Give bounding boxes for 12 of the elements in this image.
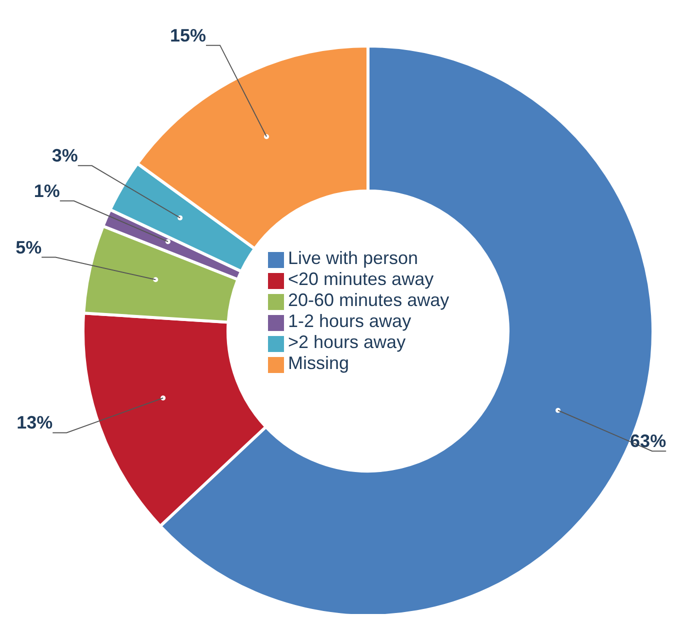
data-label: 13% (16, 412, 53, 433)
data-label: 15% (170, 25, 206, 46)
legend-label: 1-2 hours away (288, 311, 412, 331)
legend-label: <20 minutes away (288, 269, 434, 289)
legend-label: Missing (288, 353, 350, 373)
legend-label: 20-60 minutes away (288, 290, 450, 310)
data-label: 63% (630, 431, 666, 452)
legend-label: Live with person (288, 248, 418, 268)
data-label: 1% (34, 180, 60, 201)
data-label: 3% (52, 146, 78, 166)
data-label: 5% (16, 237, 42, 258)
legend-label: >2 hours away (288, 332, 406, 352)
